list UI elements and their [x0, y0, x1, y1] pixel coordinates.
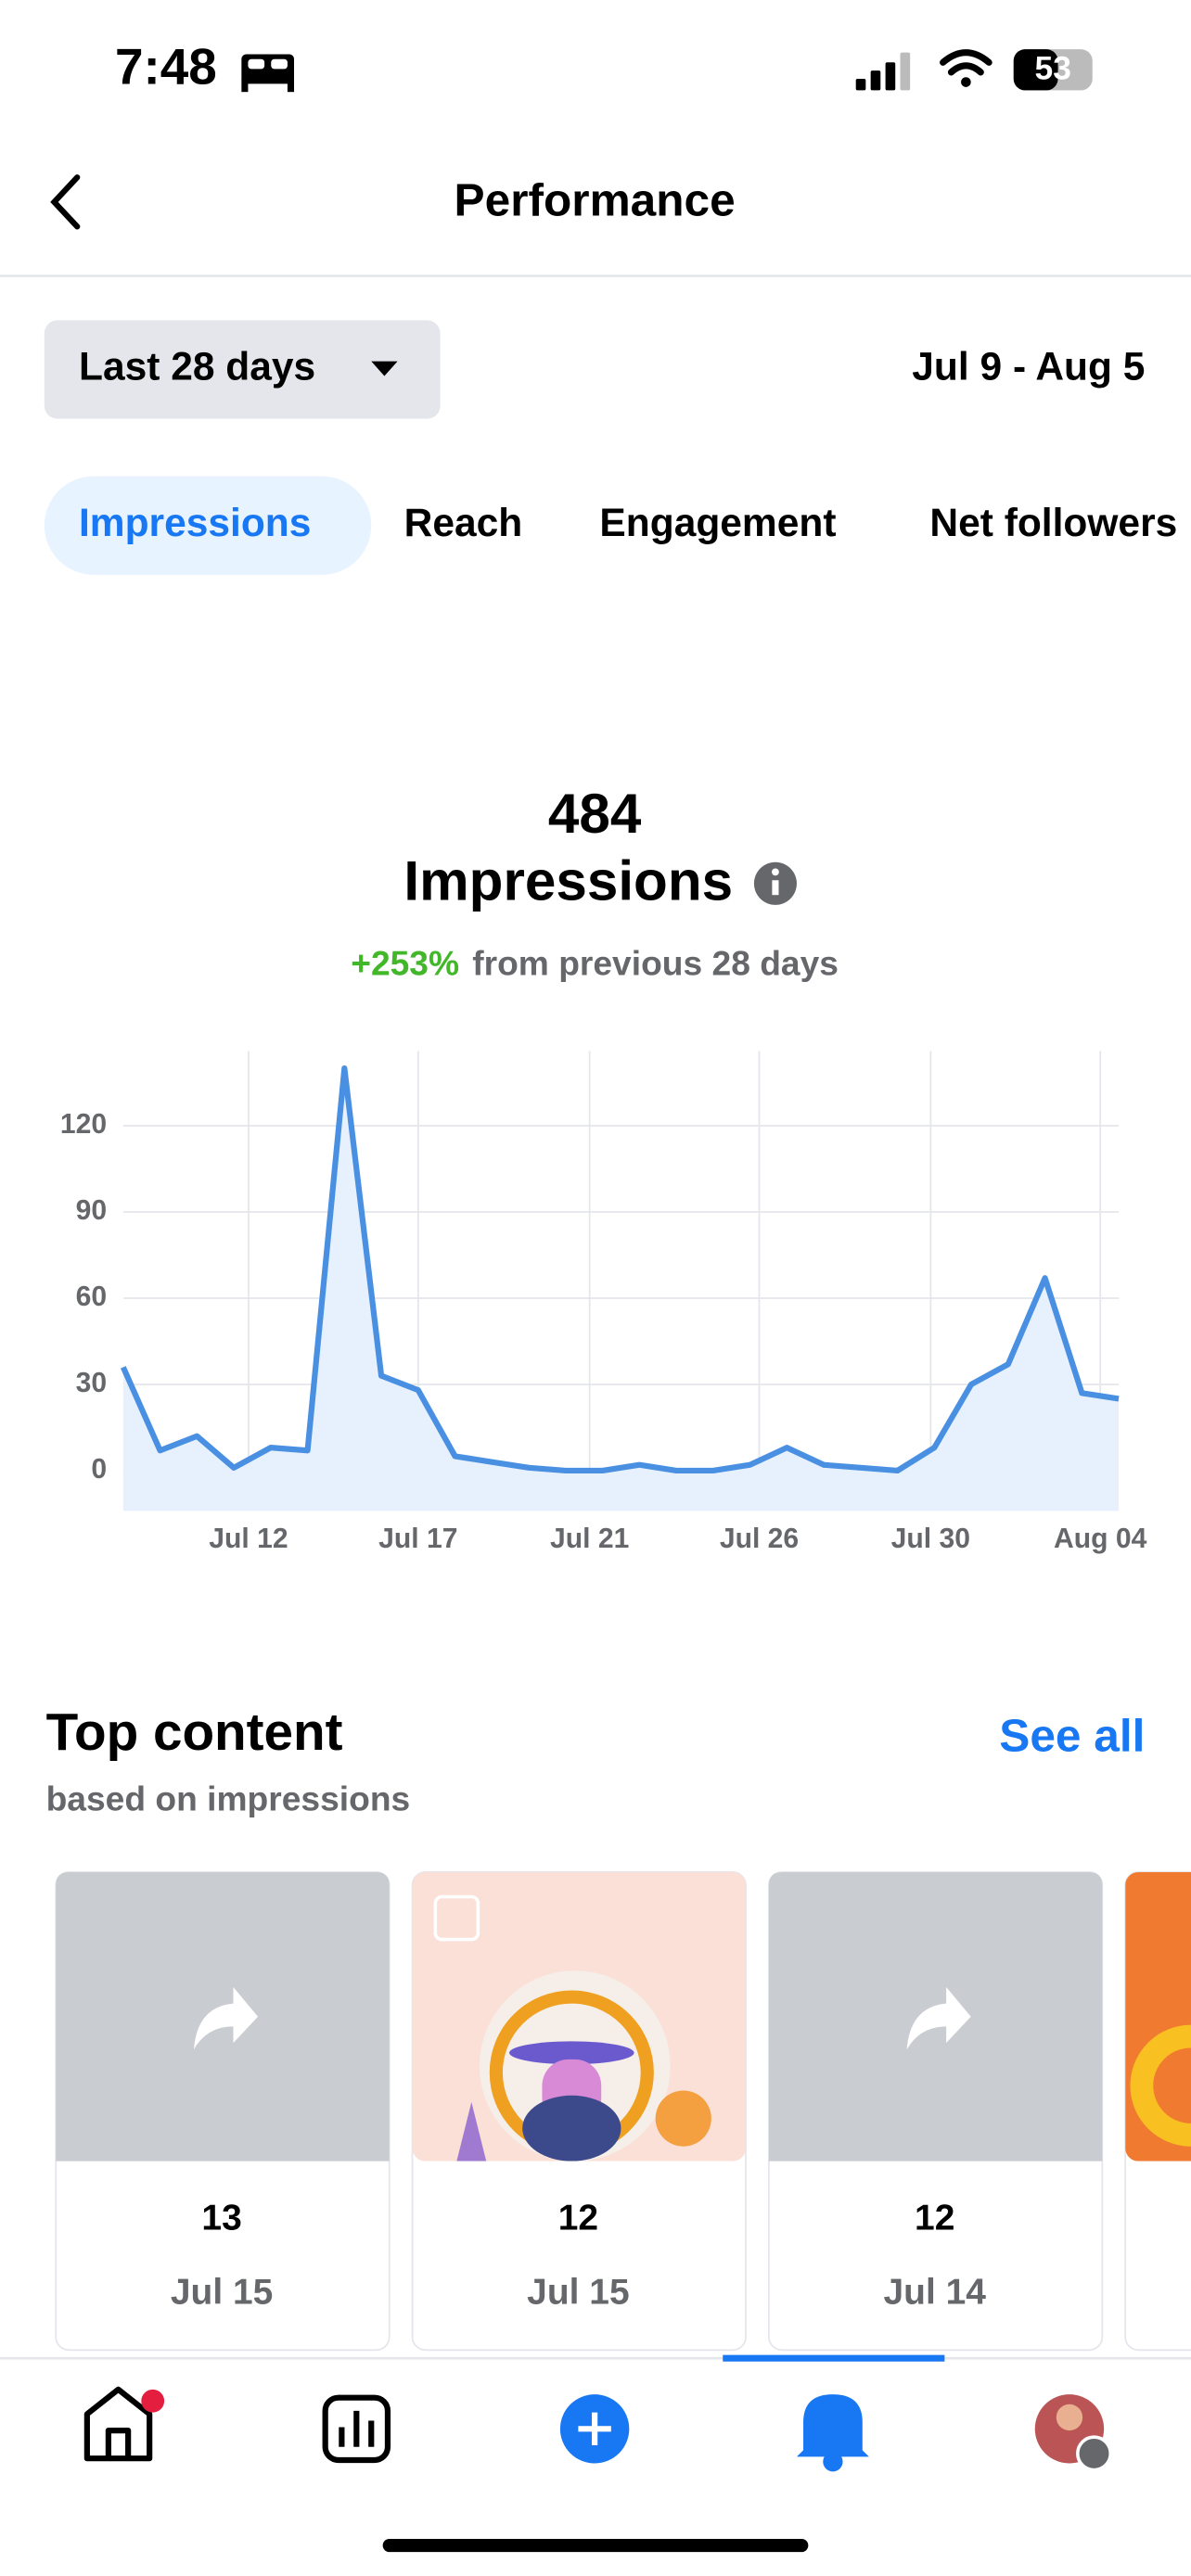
- area: [122, 1068, 1120, 1511]
- signal-icon: [855, 52, 911, 91]
- line: [120, 1065, 1120, 1474]
- profile-tab[interactable]: [1034, 2394, 1112, 2472]
- y-tick-label: 30: [76, 1368, 107, 1398]
- change-value: +253%: [351, 943, 459, 982]
- card-value: 12: [915, 2199, 954, 2238]
- insights-tab[interactable]: [322, 2394, 391, 2464]
- image-thumb: [1125, 1871, 1191, 2162]
- status-time: 7:48: [115, 38, 217, 96]
- create-tab[interactable]: [559, 2394, 630, 2464]
- section-subtitle: based on impressions: [46, 1779, 411, 1818]
- tab[interactable]: Reach: [404, 502, 523, 545]
- content-card[interactable]: [1124, 1871, 1191, 2352]
- summary-label: Impressions: [403, 848, 733, 912]
- tab[interactable]: Impressions: [79, 502, 311, 545]
- wifi-icon: [940, 49, 992, 87]
- content-card[interactable]: 12 Jul 14: [767, 1871, 1104, 2352]
- notifications-tab[interactable]: [796, 2394, 869, 2472]
- tab[interactable]: Engagement: [599, 502, 836, 545]
- battery-level: [1013, 49, 1058, 91]
- dropdown-bg: [44, 320, 441, 419]
- chart: 0 30 60 90 120 Jul 12 Jul 17 Jul 21 Jul 26 Jul 30…: [60, 1051, 1147, 1554]
- share-icon: [906, 1986, 971, 2050]
- see-all-link[interactable]: See all: [999, 1710, 1145, 1762]
- battery-text: 53: [1035, 50, 1071, 87]
- range-label: Last 28 days: [79, 346, 315, 389]
- nav-indicator: [723, 2354, 945, 2362]
- x-tick-label: Jul 17: [378, 1524, 457, 1554]
- x-tick-label: Jul 26: [720, 1524, 799, 1554]
- sleep-icon: [241, 54, 295, 93]
- dropdown-caret: [371, 361, 398, 376]
- y-tick-label: 90: [76, 1195, 107, 1226]
- range-dropdown[interactable]: Last 28 days: [44, 320, 441, 419]
- card-date: Jul 15: [527, 2272, 629, 2312]
- card-date: Jul 15: [171, 2272, 273, 2312]
- x-tick-label: Jul 30: [891, 1524, 970, 1554]
- summary-value: 484: [548, 782, 642, 845]
- active-tab-bg: [44, 476, 372, 575]
- section-title: Top content: [46, 1703, 343, 1762]
- content-card[interactable]: 12 Jul 15: [411, 1871, 747, 2352]
- card-value: 13: [201, 2199, 241, 2238]
- share-icon: [193, 1986, 259, 2050]
- y-tick-label: 0: [91, 1454, 107, 1485]
- summary-change: +253% from previous 28 days: [351, 943, 839, 982]
- back-button[interactable]: [50, 174, 81, 230]
- info-icon[interactable]: [753, 861, 797, 905]
- page-title: Performance: [455, 174, 736, 226]
- x-tick-label: Jul 12: [209, 1524, 288, 1554]
- y-tick-label: 120: [60, 1109, 107, 1140]
- x-tick-label: Aug 04: [1054, 1524, 1147, 1554]
- card-value: 12: [558, 2199, 598, 2238]
- home-indicator: [382, 2538, 809, 2553]
- change-text: from previous 28 days: [472, 943, 839, 982]
- y-tick-label: 60: [76, 1282, 107, 1312]
- content-card[interactable]: 13 Jul 15: [55, 1871, 391, 2352]
- x-tick-label: Jul 21: [550, 1524, 629, 1554]
- date-range: Jul 9 - Aug 5: [912, 346, 1145, 389]
- tab[interactable]: Net followers: [929, 502, 1177, 545]
- home-tab[interactable]: [83, 2386, 165, 2462]
- card-date: Jul 14: [883, 2272, 986, 2312]
- image-thumb: [412, 1871, 747, 2162]
